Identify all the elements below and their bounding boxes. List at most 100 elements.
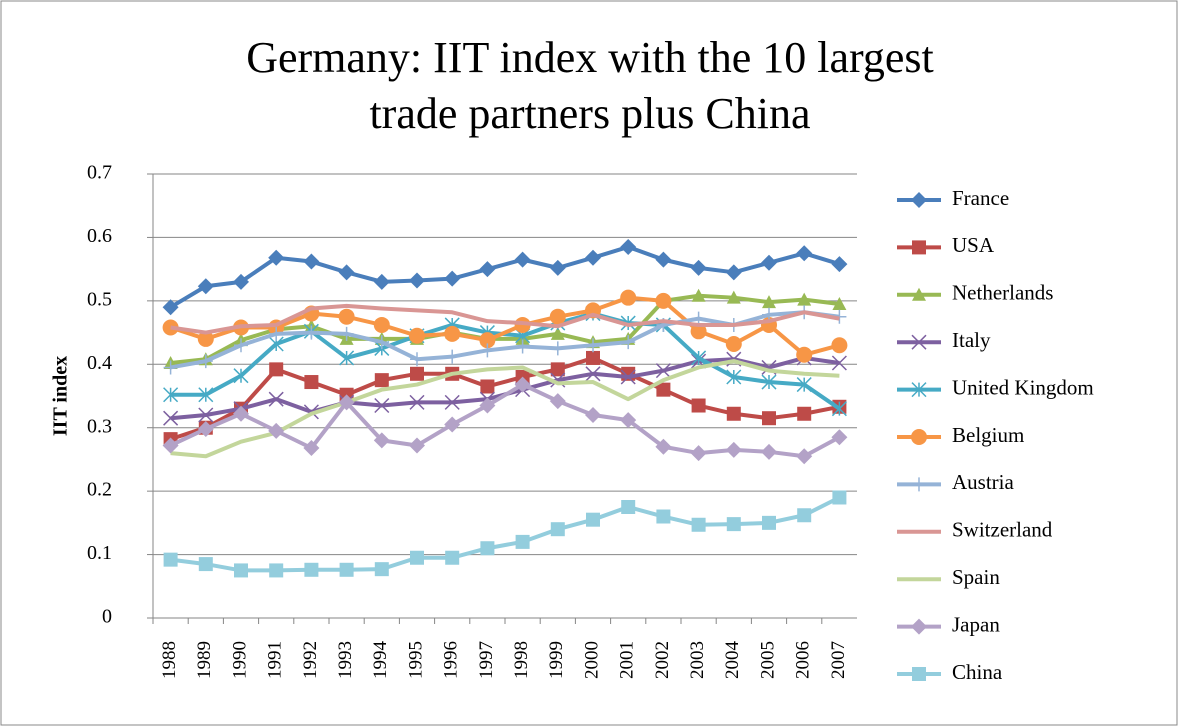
y-tick-label: 0.7	[87, 162, 112, 184]
x-tick-label: 1991	[265, 641, 286, 679]
marker	[409, 394, 425, 410]
marker	[373, 432, 390, 449]
marker	[409, 272, 425, 289]
marker	[445, 349, 460, 364]
x-tick-label: 1998	[511, 641, 532, 679]
x-tick-label: 2000	[581, 641, 602, 679]
marker	[550, 326, 565, 340]
marker	[691, 517, 706, 532]
marker	[690, 259, 707, 276]
marker	[831, 256, 848, 273]
marker	[163, 360, 178, 375]
marker	[374, 562, 389, 577]
legend-label: United Kingdom	[952, 375, 1094, 399]
x-tick-label: 2006	[793, 641, 814, 679]
marker	[655, 438, 672, 455]
x-tick-label: 2007	[828, 641, 849, 679]
marker	[303, 440, 320, 457]
x-tick-label: 1993	[335, 641, 356, 679]
marker	[410, 352, 424, 367]
legend-label: USA	[952, 233, 995, 257]
marker	[550, 522, 565, 537]
marker	[656, 382, 671, 397]
marker	[373, 316, 390, 333]
marker	[585, 366, 601, 382]
x-tick-label: 2003	[687, 641, 708, 679]
marker	[621, 335, 636, 350]
marker	[620, 289, 637, 306]
y-tick-label: 0.6	[87, 225, 112, 247]
marker	[303, 253, 320, 270]
marker	[409, 327, 425, 344]
marker	[690, 445, 707, 462]
marker	[234, 563, 248, 578]
marker	[480, 379, 495, 394]
marker	[762, 411, 776, 426]
marker	[690, 323, 707, 340]
marker	[726, 517, 741, 532]
marker	[585, 249, 601, 266]
marker	[268, 391, 284, 407]
marker	[550, 362, 565, 377]
x-tick-label: 1994	[370, 641, 391, 680]
marker	[726, 406, 741, 421]
marker	[797, 508, 812, 523]
marker	[586, 512, 600, 527]
x-tick-label: 2005	[757, 641, 778, 679]
marker	[445, 550, 460, 565]
marker	[911, 382, 927, 398]
series-line	[170, 303, 840, 335]
marker	[586, 350, 600, 365]
x-tick-label: 1989	[194, 641, 215, 679]
legend-label: Belgium	[952, 423, 1024, 447]
marker	[338, 308, 355, 325]
marker	[725, 264, 742, 281]
marker	[797, 406, 812, 421]
marker	[549, 393, 566, 410]
marker	[621, 500, 636, 514]
marker	[197, 278, 214, 295]
legend-label: Austria	[952, 470, 1015, 494]
marker	[374, 373, 389, 388]
marker	[911, 192, 927, 208]
marker	[656, 509, 671, 524]
x-tick-label: 2002	[652, 641, 673, 679]
marker	[725, 441, 742, 458]
marker	[912, 287, 926, 301]
marker	[655, 292, 672, 309]
marker	[410, 366, 424, 381]
marker	[233, 368, 249, 384]
marker	[586, 338, 600, 353]
legend-label: Spain	[952, 565, 1000, 589]
marker	[796, 448, 813, 465]
marker	[479, 397, 496, 414]
marker	[268, 249, 285, 266]
marker	[620, 412, 637, 429]
marker	[796, 377, 812, 393]
marker	[761, 443, 777, 460]
marker	[198, 387, 214, 403]
marker	[444, 325, 461, 342]
marker	[911, 334, 927, 350]
marker	[233, 273, 249, 290]
marker	[796, 245, 813, 262]
marker	[726, 290, 741, 304]
legend-label: France	[952, 186, 1009, 210]
marker	[373, 273, 390, 290]
x-tick-label: 1992	[300, 641, 321, 679]
marker	[762, 515, 776, 530]
marker	[198, 354, 213, 369]
marker	[409, 437, 425, 454]
y-tick-label: 0.2	[87, 479, 112, 501]
marker	[550, 341, 565, 356]
marker	[912, 667, 926, 681]
marker	[515, 534, 530, 549]
legend-label: Japan	[952, 612, 1000, 636]
marker	[163, 387, 179, 403]
marker	[761, 374, 777, 390]
marker	[831, 429, 848, 446]
marker	[480, 541, 495, 556]
marker	[338, 394, 355, 411]
y-tick-label: 0	[102, 606, 112, 628]
